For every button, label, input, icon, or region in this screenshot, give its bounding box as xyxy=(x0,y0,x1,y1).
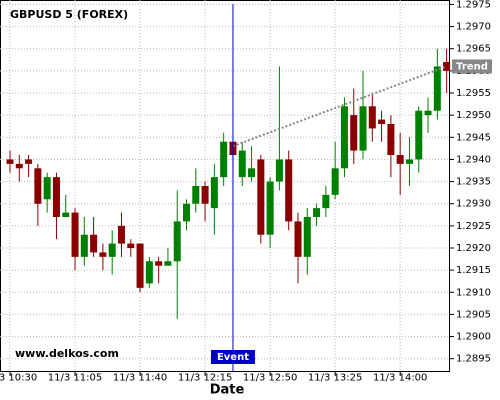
candle-body xyxy=(52,177,60,217)
candle-body xyxy=(127,243,135,248)
y-tick-label: 1.2940 xyxy=(456,154,491,165)
y-tick-label: 1.2955 xyxy=(456,88,491,99)
candle-body xyxy=(387,124,395,155)
candle-body xyxy=(99,252,107,257)
y-tick-label: 1.2975 xyxy=(456,0,491,10)
candle-body xyxy=(266,181,274,235)
event-label: Event xyxy=(217,352,249,363)
y-tick-label: 1.2905 xyxy=(456,309,491,320)
candle-body xyxy=(257,159,265,235)
candle-body xyxy=(6,159,14,164)
candle-body xyxy=(136,243,144,288)
x-tick-label: 11/3 10:30 xyxy=(0,373,37,384)
candle-body xyxy=(108,243,116,257)
candle-body xyxy=(294,221,302,257)
x-tick-label: 11/3 11:05 xyxy=(48,373,102,384)
candle-body xyxy=(164,261,172,266)
candle-body xyxy=(248,168,256,178)
y-tick-label: 1.2910 xyxy=(456,287,491,298)
x-tick-label: 11/3 12:15 xyxy=(178,373,232,384)
candle-body xyxy=(15,163,23,169)
candle-body xyxy=(415,110,423,160)
candle-body xyxy=(340,106,348,169)
trend-label-box xyxy=(452,59,492,74)
watermark: www.delkos.com xyxy=(15,347,119,360)
candle-body xyxy=(424,110,432,116)
candle-body xyxy=(210,177,218,209)
candle-body xyxy=(90,234,98,253)
y-tick-label: 1.2935 xyxy=(456,177,491,188)
candle-body xyxy=(145,261,153,284)
candle-body xyxy=(396,155,404,164)
y-tick-label: 1.2925 xyxy=(456,221,491,232)
candle-body xyxy=(405,159,413,164)
candle-body xyxy=(155,261,163,266)
y-tick-label: 1.2915 xyxy=(456,265,491,276)
candle-body xyxy=(322,194,330,209)
candle-body xyxy=(71,212,79,257)
candle-body xyxy=(303,217,311,257)
candle-body xyxy=(183,203,191,222)
y-tick-label: 1.2965 xyxy=(456,44,491,55)
candle-body xyxy=(43,177,51,200)
y-tick-label: 1.2970 xyxy=(456,22,491,33)
candle-body xyxy=(359,106,367,151)
y-tick-label: 1.2945 xyxy=(456,132,491,143)
y-tick-label: 1.2895 xyxy=(456,354,491,365)
x-axis-title: Date xyxy=(210,383,245,398)
candle-body xyxy=(368,106,376,129)
candle-body xyxy=(331,168,339,195)
candle-body xyxy=(201,186,209,204)
candle-body xyxy=(62,212,70,217)
event-label-box xyxy=(210,350,255,364)
y-tick-label: 1.2930 xyxy=(456,199,491,210)
candle-body xyxy=(378,119,386,124)
candle-body xyxy=(192,186,200,204)
x-tick-label: 11/3 14:00 xyxy=(373,373,427,384)
candle-body xyxy=(350,115,358,151)
chart-title: GBPUSD 5 (FOREX) xyxy=(10,8,128,21)
candle-body xyxy=(34,168,42,204)
y-tick-label: 1.2920 xyxy=(456,243,491,254)
candle-body xyxy=(433,66,441,111)
y-tick-label: 1.2900 xyxy=(456,332,491,343)
candle-body xyxy=(313,208,321,217)
candle-body xyxy=(275,159,283,182)
trend-label: Trend xyxy=(456,61,488,72)
candle-body xyxy=(285,159,293,222)
plot-area xyxy=(0,0,450,372)
x-tick-label: 11/3 13:25 xyxy=(308,373,362,384)
candle-body xyxy=(173,221,181,262)
candle-body xyxy=(238,150,246,178)
candle-body xyxy=(80,234,88,257)
y-tick-label: 1.2950 xyxy=(456,110,491,121)
x-tick-label: 11/3 12:50 xyxy=(243,373,297,384)
candle-body xyxy=(25,159,33,164)
candle-body xyxy=(117,225,125,244)
x-tick-label: 11/3 11:40 xyxy=(113,373,167,384)
candle-body xyxy=(220,141,228,178)
